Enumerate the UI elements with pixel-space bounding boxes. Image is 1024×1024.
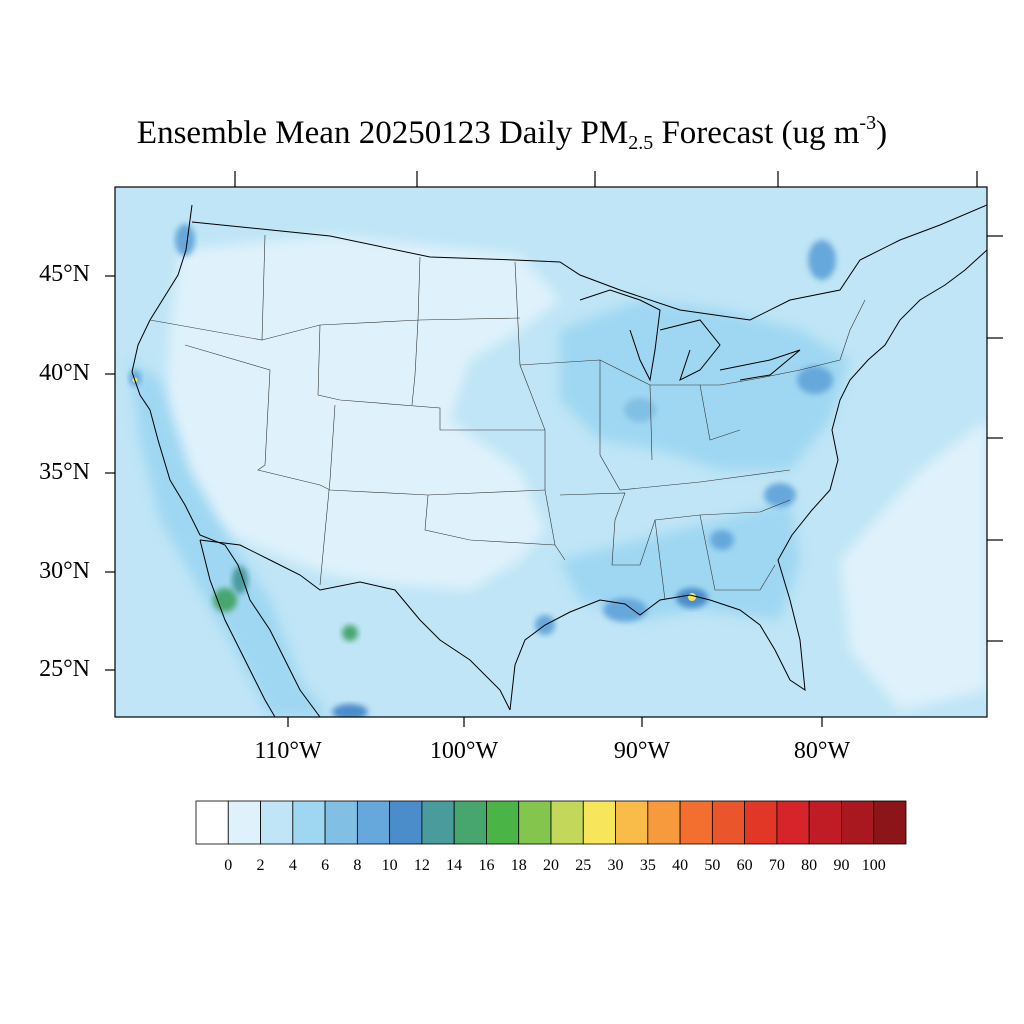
hotspot-seattle	[175, 224, 195, 256]
title-suffix: )	[876, 115, 888, 151]
coastline-baja	[199, 539, 276, 717]
colorbar-cell	[615, 800, 649, 845]
colorbar-cell	[679, 800, 713, 845]
coastline-gulf	[509, 594, 806, 711]
state-line	[654, 514, 776, 601]
hotspot-atlanta	[710, 530, 734, 550]
colorbar-label: 20	[543, 857, 559, 874]
lat-label-45: 45°N	[39, 261, 90, 287]
hotspot-northeast	[797, 366, 833, 394]
state-line	[319, 404, 336, 586]
colorbar-label: 30	[607, 857, 624, 874]
state-line	[261, 317, 521, 341]
colorbar-label: 40	[672, 857, 689, 874]
state-line	[514, 261, 556, 546]
state-line	[759, 299, 866, 379]
lat-label-40: 40°N	[39, 360, 90, 386]
colorbar-cell	[582, 800, 616, 845]
coastlines	[131, 204, 987, 717]
colorbar-cell	[486, 800, 520, 845]
state-line	[411, 256, 421, 406]
colorbar-label: 16	[478, 857, 495, 874]
lat-label-30: 30°N	[39, 558, 90, 584]
colorbar-label: 80	[801, 857, 818, 874]
colorbar-label: 90	[833, 857, 850, 874]
colorbar-label: 18	[510, 857, 527, 874]
colorbar-label: 14	[446, 857, 463, 874]
colorbar-label: 6	[321, 857, 330, 874]
title-middle: Forecast (ug m	[653, 115, 860, 151]
coastline-east	[777, 249, 987, 601]
colorbar-label: 8	[353, 857, 362, 874]
hotspot-gulf	[603, 598, 647, 622]
colorbar	[195, 800, 907, 845]
colorbar-cell	[453, 800, 487, 845]
lat-label-25: 25°N	[39, 656, 90, 682]
colorbar-cell	[292, 800, 326, 845]
mexico-border	[199, 539, 511, 711]
colorbar-label: 60	[736, 857, 753, 874]
colorbar-cell	[518, 800, 552, 845]
field-low-atlantic	[840, 420, 987, 710]
state-line	[317, 324, 545, 431]
hotspot-montreal	[808, 240, 836, 280]
canada-border	[191, 204, 987, 321]
state-line	[424, 494, 566, 561]
hotspot-mobile-peak	[688, 593, 696, 601]
colorbar-label: 0	[224, 857, 233, 874]
colorbar-label: 35	[639, 857, 656, 874]
colorbar-cell	[195, 800, 229, 845]
pm25-field	[129, 224, 987, 717]
field-low-west	[165, 235, 560, 590]
hotspot-sierra	[213, 588, 237, 612]
colorbar-label: 70	[768, 857, 785, 874]
hotspot-midwest	[624, 398, 656, 422]
great-lakes	[579, 289, 801, 382]
title-subscript: 2.5	[628, 132, 654, 154]
colorbar-cell	[550, 800, 584, 845]
lat-label-35: 35°N	[39, 459, 90, 485]
state-lines	[149, 234, 866, 601]
colorbar-cell	[776, 800, 810, 845]
map-frame	[114, 186, 988, 718]
colorbar-label: 12	[413, 857, 430, 874]
lon-label-80w: 80°W	[793, 738, 851, 764]
colorbar-cell	[841, 800, 875, 845]
colorbar-cell	[711, 800, 746, 845]
colorbar-cell	[324, 800, 358, 845]
colorbar-cell	[647, 800, 681, 845]
hotspot-mexico-south	[332, 704, 368, 717]
colorbar-cell	[421, 800, 455, 845]
hotspot-sinaloa	[232, 566, 248, 594]
hotspot-chihuahua	[342, 625, 358, 641]
lon-label-90w: 90°W	[613, 738, 671, 764]
field-moderate-westcoast	[130, 360, 330, 717]
state-line	[559, 492, 791, 566]
colorbar-cell	[227, 800, 261, 845]
colorbar-label: 2	[256, 857, 265, 874]
colorbar-label: 100	[861, 857, 886, 874]
colorbar-cell	[808, 800, 842, 845]
colorbar-cell	[356, 800, 391, 845]
state-line	[649, 384, 741, 461]
colorbar-label: 10	[381, 857, 398, 874]
axis-ticks	[105, 171, 1003, 727]
colorbar-label: 4	[288, 857, 297, 874]
state-line	[599, 360, 791, 491]
colorbar-label: 50	[704, 857, 721, 874]
colorbar-cell	[744, 800, 778, 845]
state-line	[184, 344, 546, 496]
title-prefix: Ensemble Mean 20250123 Daily PM	[136, 115, 629, 151]
hotspot-carolina	[764, 483, 796, 507]
colorbar-label: 25	[575, 857, 592, 874]
title-superscript: -3	[859, 112, 877, 134]
lon-label-110w: 110°W	[254, 738, 322, 764]
colorbar-cell	[260, 800, 294, 845]
lon-label-100w: 100°W	[429, 738, 499, 764]
colorbar-cell	[873, 800, 907, 845]
colorbar-cell	[389, 800, 423, 845]
map-title: Ensemble Mean 20250123 Daily PM2.5 Forec…	[0, 112, 1024, 155]
